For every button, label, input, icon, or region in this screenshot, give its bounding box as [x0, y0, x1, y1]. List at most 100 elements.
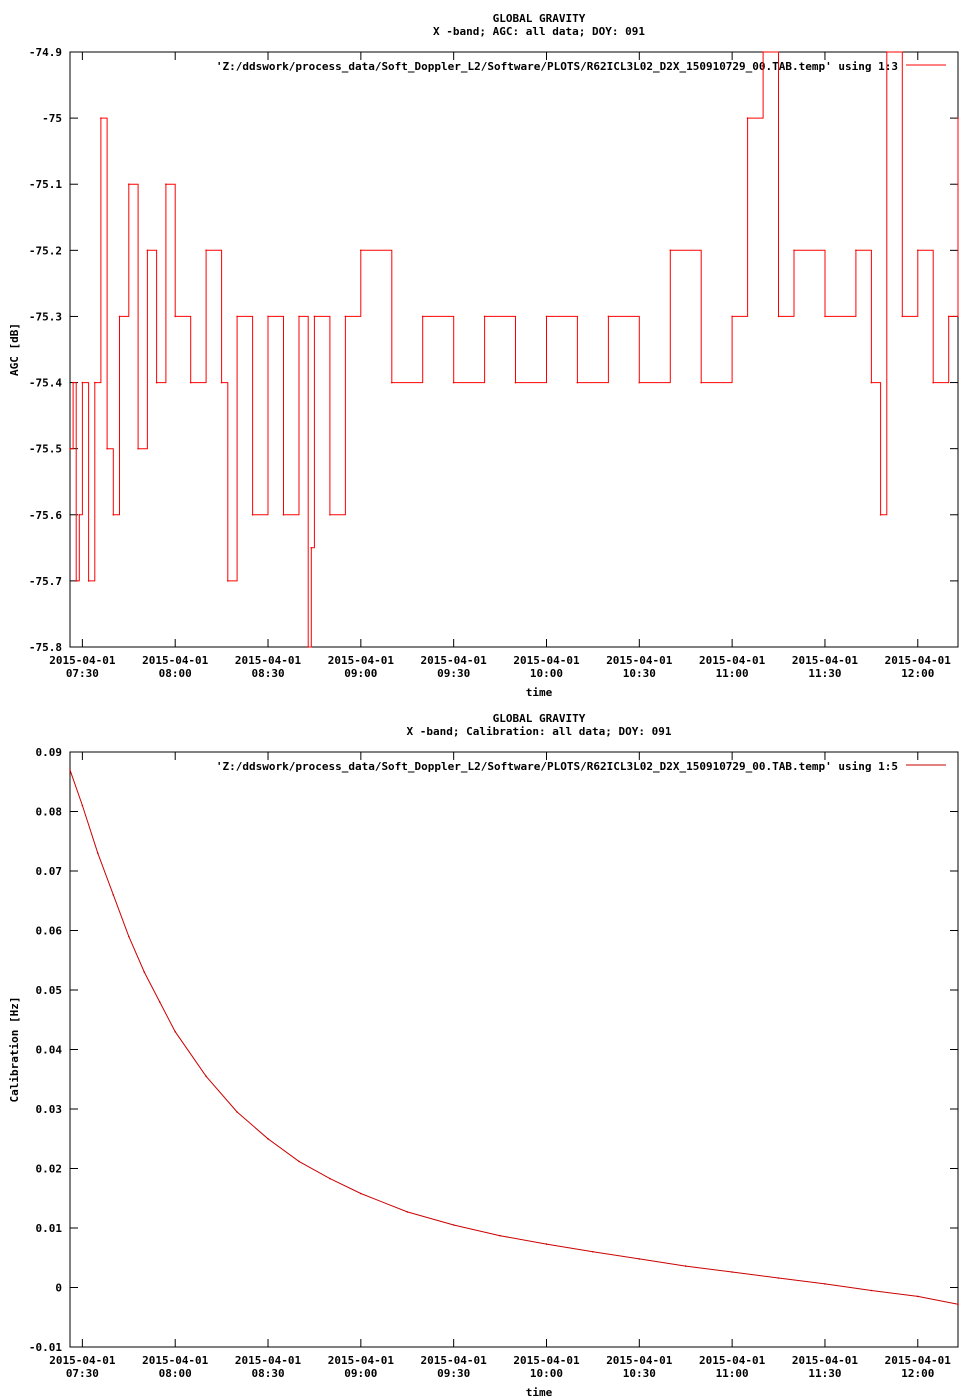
data-point	[143, 971, 146, 973]
data-point	[514, 381, 517, 384]
y-tick-label: 0.09	[36, 746, 63, 759]
y-tick-label: -75	[42, 112, 62, 125]
data-point	[87, 580, 90, 582]
data-point	[824, 1283, 826, 1285]
data-point	[886, 51, 888, 53]
x-tick-time: 10:00	[530, 1367, 563, 1380]
data-point	[69, 769, 71, 771]
x-tick-time: 11:30	[808, 1367, 841, 1380]
x-tick-date: 2015-04-01	[142, 1354, 209, 1367]
data-point	[545, 315, 548, 318]
data-point	[118, 315, 121, 318]
data-point	[72, 381, 74, 384]
data-point	[947, 315, 950, 318]
x-tick-date: 2015-04-01	[885, 1354, 952, 1367]
data-point	[879, 514, 882, 516]
data-point	[406, 1211, 409, 1213]
x-tick-date: 2015-04-01	[513, 654, 580, 667]
y-tick-label: 0	[55, 1282, 62, 1295]
data-point	[220, 381, 223, 384]
x-tick-time: 11:00	[716, 1367, 749, 1380]
plot-frame	[69, 751, 959, 1348]
y-tick-label: 0.01	[36, 1222, 63, 1235]
x-tick-time: 08:30	[251, 667, 284, 680]
data-point	[762, 51, 764, 53]
data-point	[499, 1234, 501, 1237]
x-tick-date: 2015-04-01	[328, 1354, 395, 1367]
data-point	[684, 1265, 687, 1267]
y-tick-label: 0.07	[36, 865, 63, 878]
data-point	[669, 249, 672, 252]
data-point	[94, 381, 96, 384]
x-tick-time: 09:00	[344, 667, 377, 680]
data-point	[452, 381, 455, 384]
data-point	[932, 381, 934, 384]
series-line	[69, 769, 959, 1305]
data-point	[298, 315, 300, 318]
data-point	[313, 315, 316, 318]
data-point	[329, 514, 331, 516]
y-tick-label: 0.05	[36, 984, 63, 997]
x-tick-time: 09:00	[344, 1367, 377, 1380]
x-axis-label: time	[526, 686, 553, 699]
x-tick-date: 2015-04-01	[792, 1354, 859, 1367]
data-point	[421, 315, 424, 318]
data-point	[81, 804, 84, 807]
data-point	[78, 514, 81, 516]
x-tick-date: 2015-04-01	[606, 1354, 673, 1367]
x-tick-date: 2015-04-01	[885, 654, 952, 667]
x-tick-date: 2015-04-01	[235, 654, 302, 667]
x-tick-date: 2015-04-01	[49, 1354, 116, 1367]
data-point	[100, 117, 102, 119]
y-tick-label: -75.1	[29, 178, 62, 191]
data-point	[957, 117, 959, 119]
x-tick-time: 10:30	[623, 667, 656, 680]
y-axis-label: AGC [dB]	[8, 323, 21, 376]
data-point	[452, 1224, 455, 1226]
data-point	[298, 1160, 300, 1163]
x-tick-time: 08:30	[251, 1367, 284, 1380]
x-tick-time: 07:30	[66, 667, 99, 680]
data-point	[777, 315, 780, 318]
x-tick-time: 10:30	[623, 1367, 656, 1380]
y-tick-label: -75.7	[29, 575, 62, 588]
y-tick-label: -75.8	[29, 641, 62, 654]
data-point	[236, 1111, 238, 1113]
x-tick-date: 2015-04-01	[142, 654, 209, 667]
data-point	[901, 315, 904, 318]
y-tick-label: -74.9	[29, 46, 62, 59]
y-tick-label: 0.03	[36, 1103, 63, 1116]
data-point	[777, 1277, 780, 1279]
x-tick-date: 2015-04-01	[235, 1354, 302, 1367]
data-point	[731, 315, 733, 318]
x-tick-time: 11:30	[808, 667, 841, 680]
y-tick-label: 0.04	[36, 1044, 63, 1057]
data-point	[189, 381, 192, 384]
x-tick-date: 2015-04-01	[328, 654, 395, 667]
x-tick-date: 2015-04-01	[699, 654, 766, 667]
y-tick-label: -75.6	[29, 509, 62, 522]
data-point	[174, 315, 176, 318]
y-tick-label: 0.08	[36, 806, 63, 819]
data-point	[81, 381, 84, 384]
data-point	[576, 381, 579, 384]
x-tick-time: 11:00	[716, 667, 749, 680]
data-point	[112, 514, 115, 516]
data-point	[174, 1030, 176, 1033]
data-point	[917, 1295, 919, 1298]
chart-subtitle: X -band; AGC: all data; DOY: 091	[433, 25, 645, 38]
y-tick-label: -0.01	[29, 1341, 62, 1354]
data-point	[236, 315, 238, 318]
x-tick-time: 09:30	[437, 1367, 470, 1380]
y-tick-label: -75.2	[29, 244, 62, 257]
data-point	[267, 1138, 269, 1140]
data-point	[592, 1251, 594, 1253]
data-point	[870, 381, 873, 384]
y-tick-label: 0.06	[36, 925, 63, 938]
data-point	[158, 1001, 161, 1003]
series-line	[70, 51, 959, 648]
chart-title: GLOBAL GRAVITY	[493, 712, 586, 725]
data-point	[957, 1303, 959, 1305]
y-tick-label: -75.4	[29, 377, 62, 390]
data-point	[282, 514, 285, 516]
